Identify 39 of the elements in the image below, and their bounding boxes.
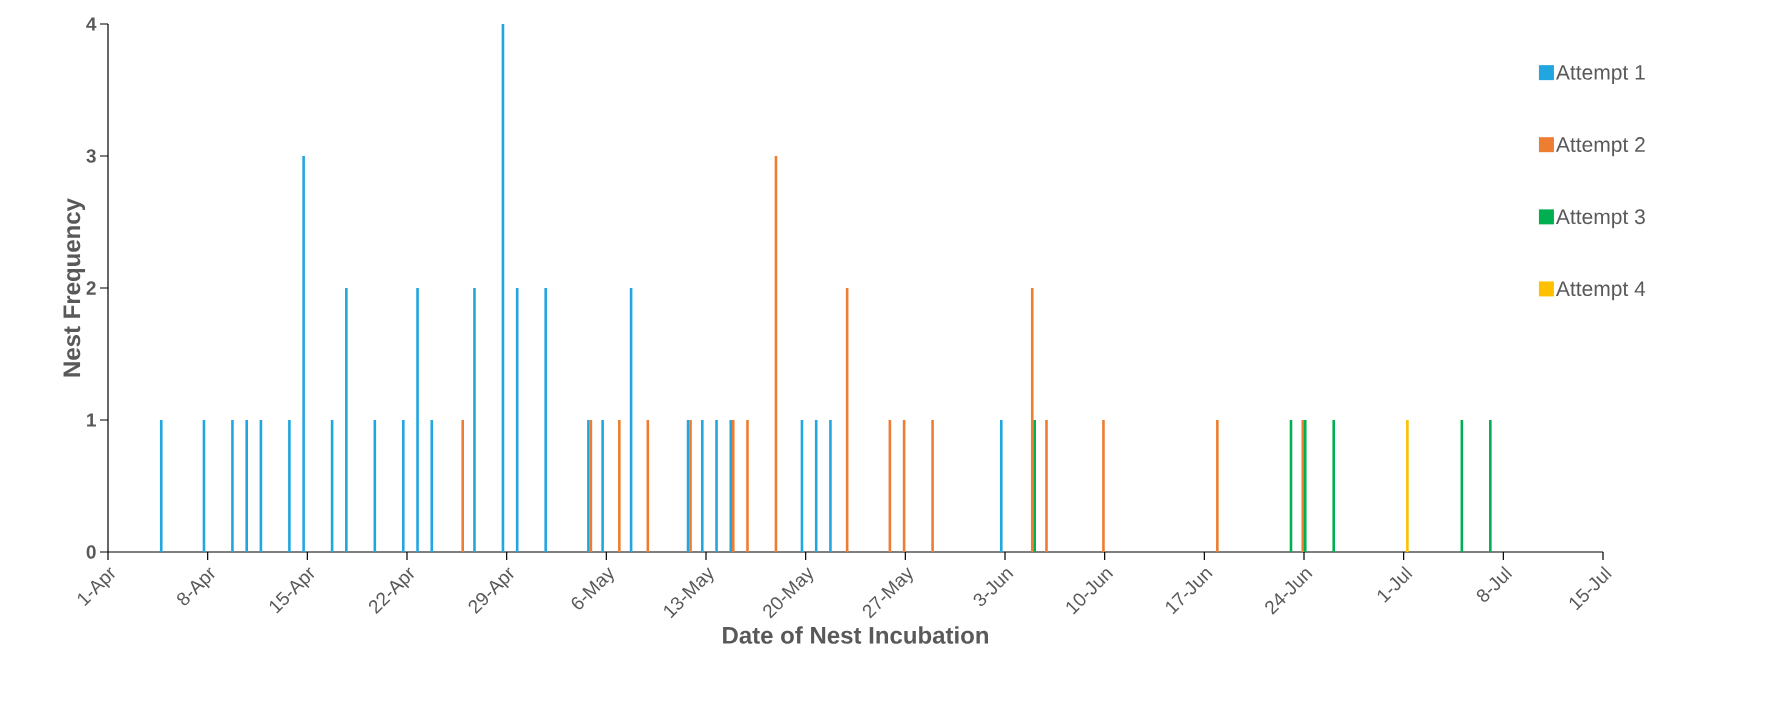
y-axis-title: Nest Frequency: [63, 198, 86, 377]
legend-label: Attempt 3: [1555, 209, 1645, 229]
bar: [1102, 420, 1105, 552]
legend-label: Attempt 2: [1555, 137, 1645, 157]
bar: [430, 420, 434, 552]
bar: [700, 420, 704, 552]
bar: [345, 288, 348, 552]
y-tick-label: 2: [86, 281, 96, 295]
bar: [159, 420, 163, 552]
legend-label: Attempt 1: [1555, 65, 1645, 84]
bar: [1332, 420, 1336, 552]
bar: [401, 420, 405, 552]
bar: [1033, 420, 1037, 552]
bar: [416, 288, 419, 552]
x-axis-title: Date of Nest Incubation: [723, 626, 989, 644]
bar: [231, 420, 234, 552]
bar: [999, 420, 1003, 552]
legend-label: Attempt 4: [1555, 281, 1646, 301]
bar: [473, 288, 476, 552]
y-tick-label: 0: [86, 545, 96, 559]
bar: [1045, 420, 1048, 552]
bar: [618, 420, 621, 552]
bar: [746, 420, 749, 552]
bar: [1216, 420, 1219, 552]
bar: [302, 156, 305, 552]
y-tick-label: 4: [86, 17, 97, 31]
y-tick-label: 1: [87, 413, 96, 427]
bar: [1030, 288, 1034, 552]
bar: [544, 288, 547, 552]
bar: [245, 420, 248, 552]
y-tick-label: 3: [86, 149, 96, 163]
bar: [715, 420, 718, 552]
bar: [931, 420, 934, 552]
bar: [601, 420, 604, 552]
bar: [1489, 420, 1492, 552]
bar: [461, 420, 465, 552]
bar: [288, 420, 291, 552]
bar: [1406, 420, 1409, 552]
bar: [829, 420, 832, 552]
